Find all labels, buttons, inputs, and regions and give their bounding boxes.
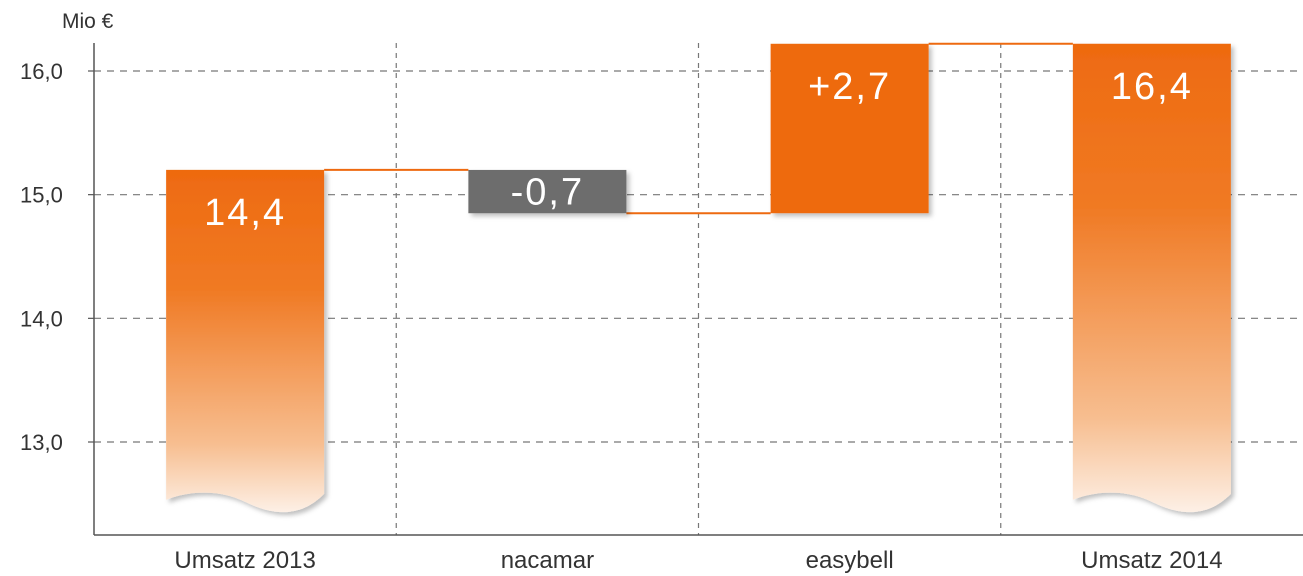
data-labels: 14,4 -0,7 +2,7 16,4 bbox=[204, 66, 1193, 234]
vertical-gridlines bbox=[395, 43, 1002, 535]
x-category-label: Umsatz 2013 bbox=[174, 547, 315, 574]
x-category-label: nacamar bbox=[501, 547, 594, 574]
bars bbox=[166, 43, 1231, 513]
data-label: 14,4 bbox=[204, 192, 286, 234]
x-axis-categories: Umsatz 2013 nacamar easybell Umsatz 2014 bbox=[174, 547, 1222, 574]
bar-umsatz-2014 bbox=[1072, 43, 1231, 513]
y-tick-label: 16,0 bbox=[20, 59, 63, 84]
y-tick-label: 15,0 bbox=[20, 183, 63, 208]
y-axis-ticks: 16,0 15,0 14,0 13,0 bbox=[20, 59, 94, 455]
bar-easybell bbox=[770, 43, 929, 214]
connector-lines bbox=[324, 42, 1073, 215]
bar-nacamar bbox=[468, 169, 627, 214]
data-label: 16,4 bbox=[1111, 66, 1193, 108]
data-label: +2,7 bbox=[808, 66, 891, 108]
y-axis-unit-label: Mio € bbox=[62, 10, 114, 33]
x-category-label: Umsatz 2014 bbox=[1081, 547, 1222, 574]
y-tick-label: 13,0 bbox=[20, 430, 63, 455]
bar-umsatz-2013 bbox=[166, 169, 325, 513]
x-category-label: easybell bbox=[806, 547, 894, 574]
y-tick-label: 14,0 bbox=[20, 306, 63, 331]
data-label: -0,7 bbox=[511, 172, 584, 214]
